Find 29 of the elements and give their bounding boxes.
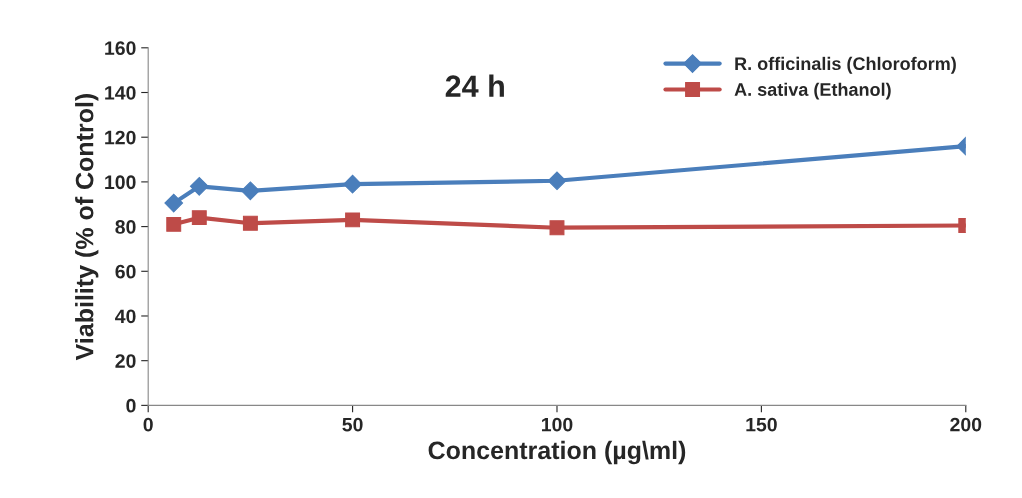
y-tick-label: 160 — [105, 41, 136, 56]
y-tick-label: 100 — [105, 175, 136, 190]
point — [241, 181, 260, 201]
x-tick-label: 50 — [342, 417, 363, 432]
point — [345, 212, 361, 228]
point — [242, 215, 258, 231]
point — [166, 216, 182, 232]
y-tick-label: 120 — [105, 130, 136, 145]
y-tick-label: 0 — [126, 398, 136, 413]
y-tick-label: 40 — [115, 309, 136, 324]
point — [547, 171, 567, 191]
x-tick-label: 150 — [746, 417, 777, 432]
point — [164, 193, 184, 213]
legend-label: R. officinalis (Chloroform) — [735, 56, 956, 74]
y-tick-label: 60 — [115, 264, 136, 279]
y-axis-title: Viability (% of Control) — [75, 94, 99, 361]
legend-label: A. sativa (Ethanol) — [734, 82, 891, 100]
point — [189, 177, 209, 196]
x-tick-label: 0 — [143, 417, 153, 432]
text: 24 h — [445, 74, 504, 97]
y-tick-label: 80 — [115, 220, 136, 234]
x-tick-label: 200 — [950, 417, 982, 432]
point — [191, 210, 207, 226]
y-tick-label: 20 — [115, 354, 136, 368]
x-tick-label: 100 — [541, 417, 573, 432]
x-axis-title: Concentration (µg\ml) — [428, 440, 686, 465]
point — [343, 174, 362, 194]
point — [549, 220, 565, 236]
y-tick-label: 140 — [105, 85, 136, 100]
